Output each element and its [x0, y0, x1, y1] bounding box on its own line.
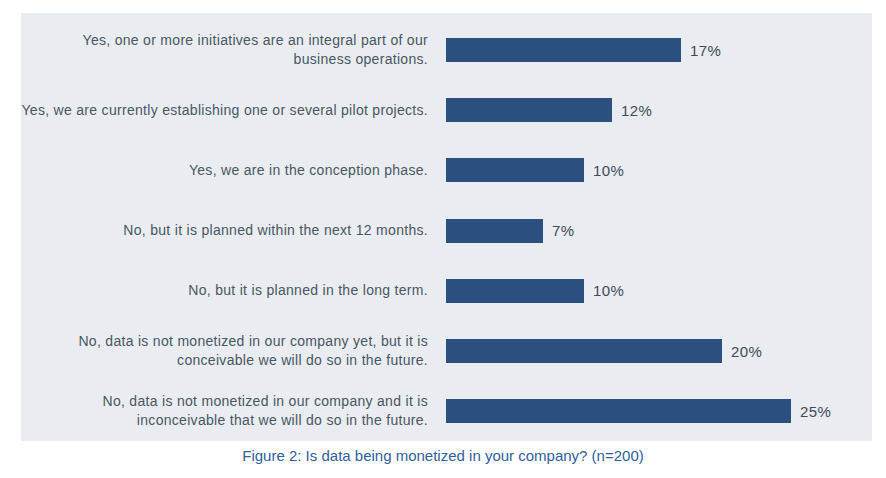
chart-row: No, but it is planned within the next 12… — [21, 201, 872, 261]
bar — [446, 279, 584, 303]
chart-row: No, but it is planned in the long term. … — [21, 261, 872, 321]
bar — [446, 339, 722, 363]
value-label: 7% — [552, 222, 574, 239]
value-label: 10% — [593, 282, 624, 299]
category-label: Yes, we are currently establishing one o… — [21, 101, 428, 120]
bar-track: 12% — [446, 98, 872, 122]
figure-2-chart: Yes, one or more initiatives are an inte… — [0, 0, 886, 478]
value-label: 20% — [731, 343, 762, 360]
bar-track: 17% — [446, 38, 872, 62]
value-label: 25% — [800, 403, 831, 420]
category-label: No, data is not monetized in our company… — [21, 392, 428, 430]
chart-plot-area: Yes, one or more initiatives are an inte… — [21, 13, 872, 441]
category-label: No, data is not monetized in our company… — [21, 332, 428, 370]
bar — [446, 158, 584, 182]
category-label: No, but it is planned in the long term. — [21, 281, 428, 300]
figure-caption: Figure 2: Is data being monetized in you… — [0, 447, 886, 464]
bar-track: 25% — [446, 399, 872, 423]
value-label: 12% — [621, 102, 652, 119]
bar — [446, 98, 612, 122]
chart-row: Yes, we are currently establishing one o… — [21, 80, 872, 140]
value-label: 10% — [593, 162, 624, 179]
chart-row: Yes, one or more initiatives are an inte… — [21, 20, 872, 80]
value-label: 17% — [690, 42, 721, 59]
chart-row: Yes, we are in the conception phase. 10% — [21, 140, 872, 200]
category-label: Yes, we are in the conception phase. — [21, 161, 428, 180]
bar-track: 10% — [446, 279, 872, 303]
bar — [446, 399, 791, 423]
bar-track: 20% — [446, 339, 872, 363]
bar-track: 7% — [446, 219, 872, 243]
chart-row: No, data is not monetized in our company… — [21, 381, 872, 441]
category-label: Yes, one or more initiatives are an inte… — [21, 31, 428, 69]
bar — [446, 219, 543, 243]
bar — [446, 38, 681, 62]
bar-track: 10% — [446, 158, 872, 182]
chart-row: No, data is not monetized in our company… — [21, 321, 872, 381]
category-label: No, but it is planned within the next 12… — [21, 221, 428, 240]
